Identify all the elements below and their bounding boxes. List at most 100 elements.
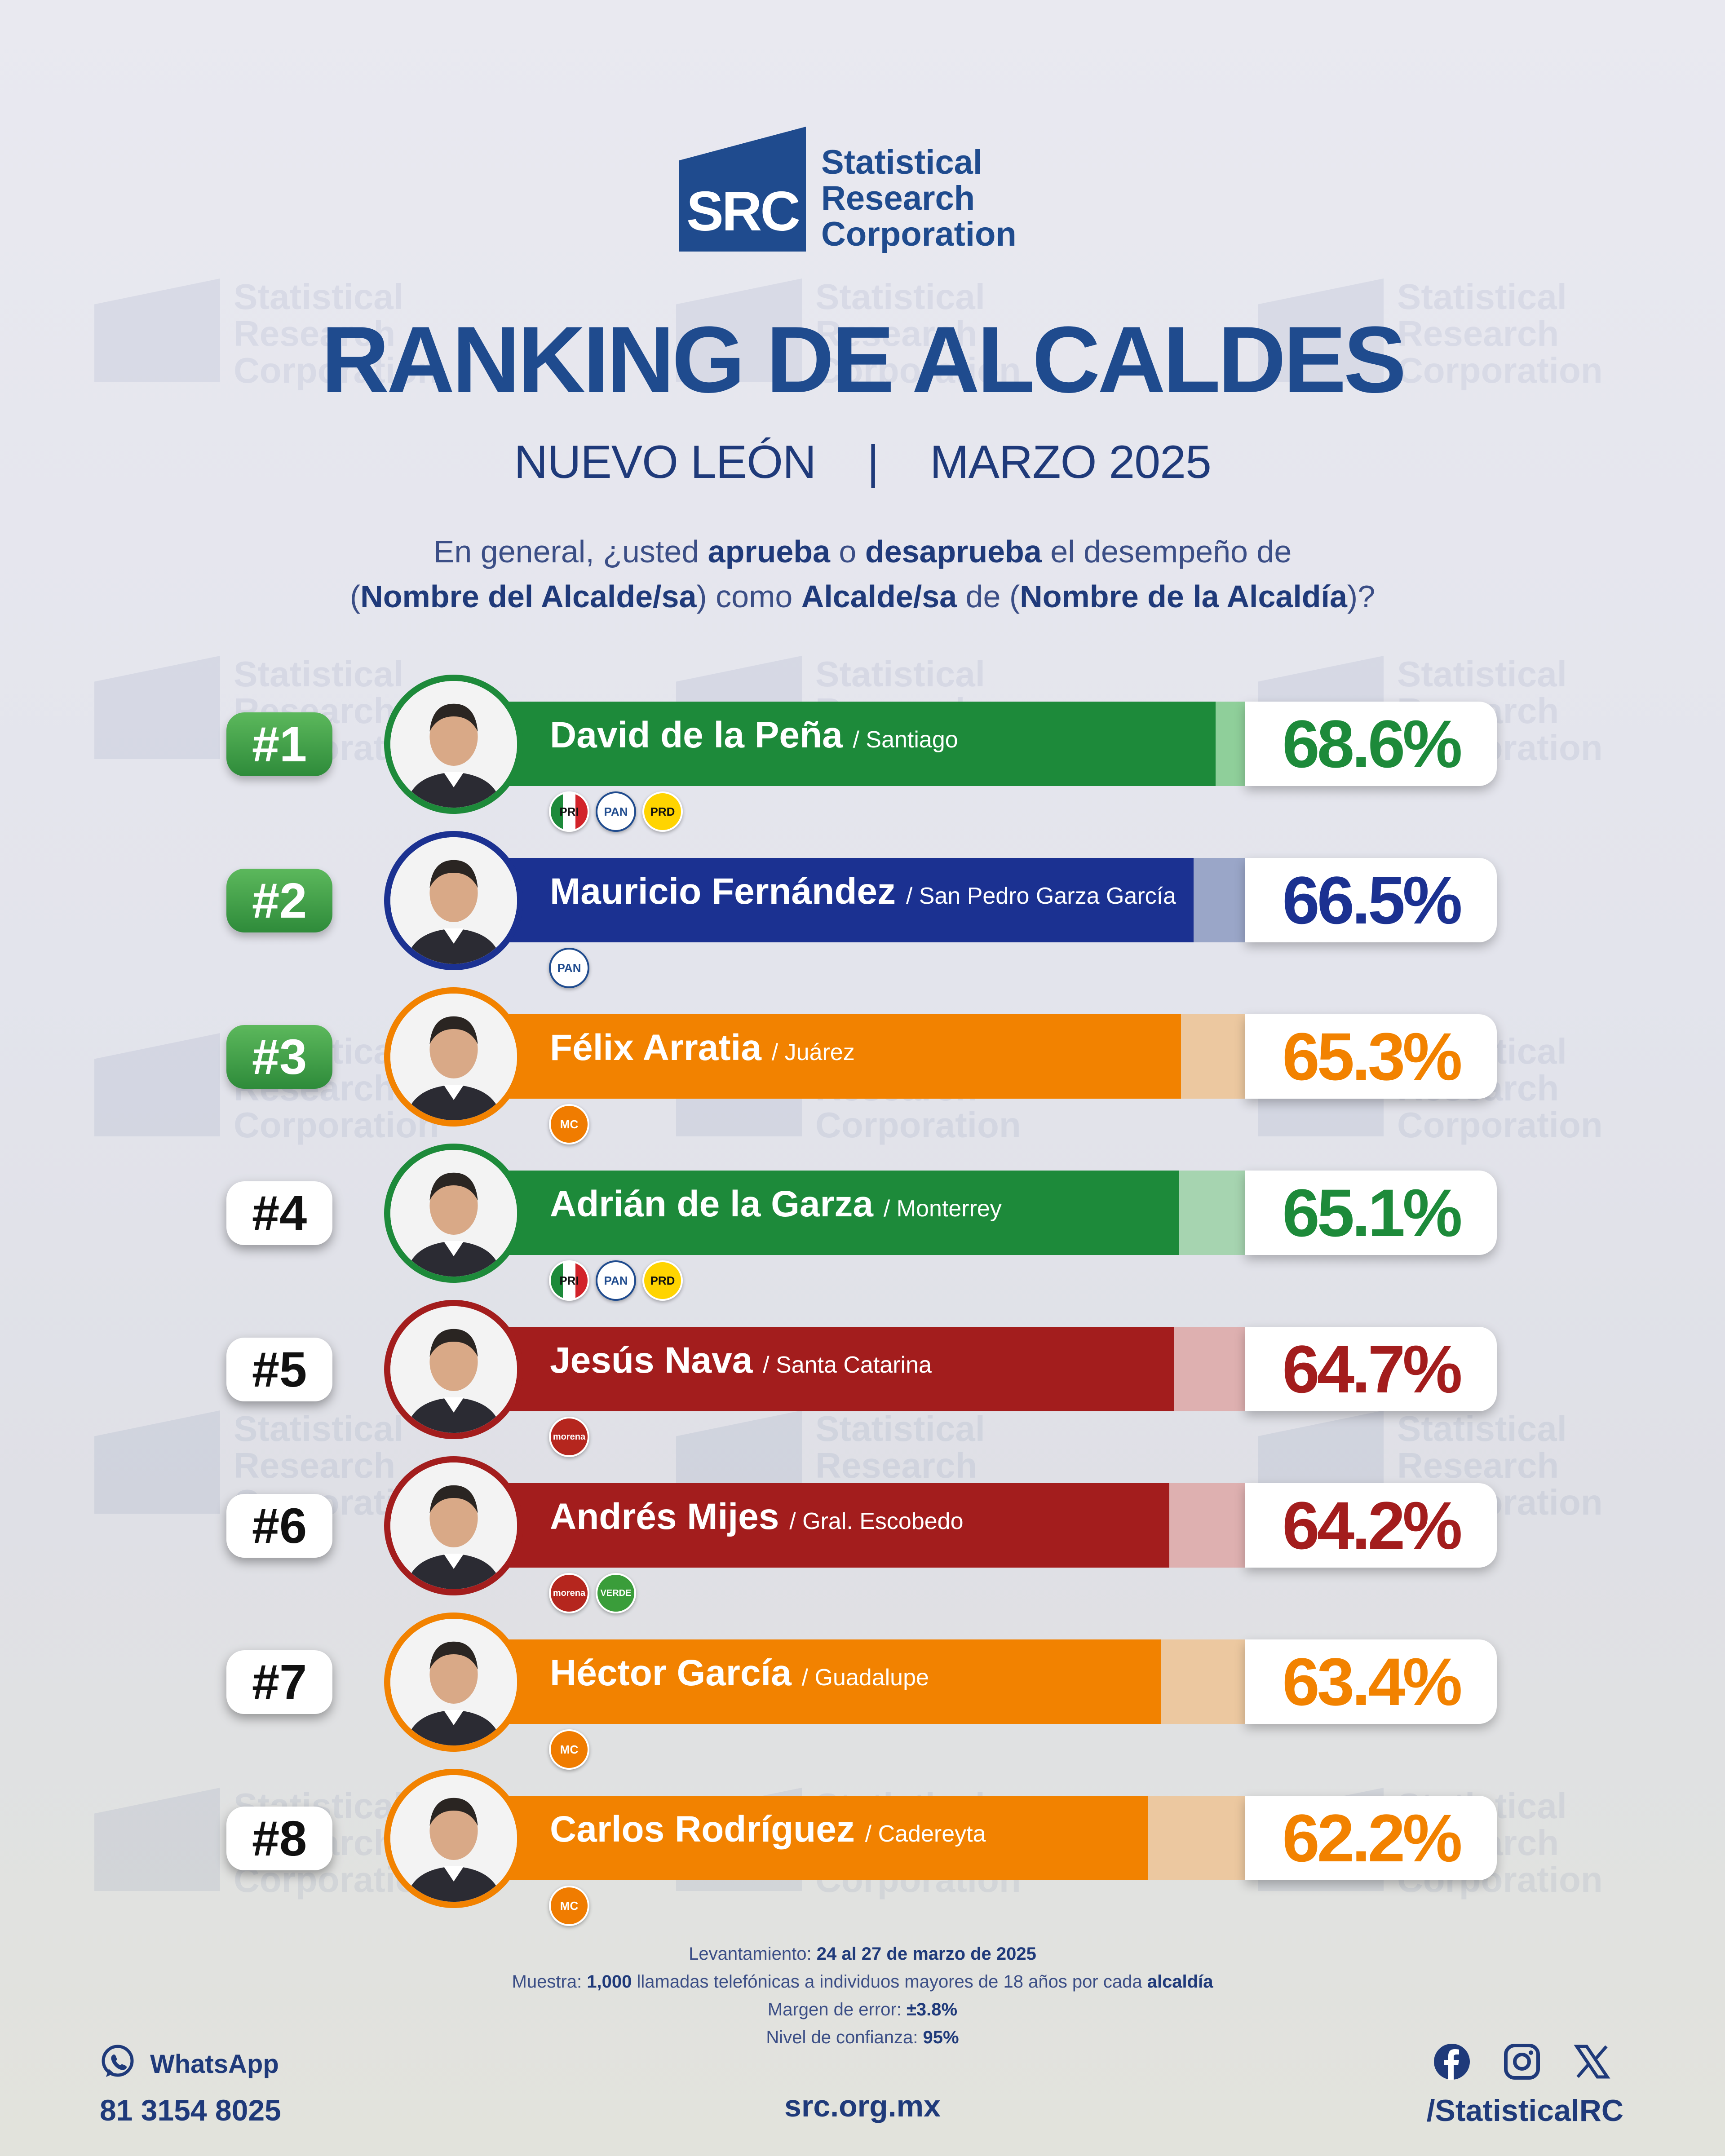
brand-name-line: Research (821, 179, 975, 217)
party-logo-mc: MC (549, 1104, 589, 1144)
question-emphasis: desaprueba (865, 534, 1042, 569)
avatar (384, 1300, 523, 1439)
instagram-icon[interactable] (1503, 2043, 1541, 2081)
municipality: / Guadalupe (801, 1665, 929, 1691)
ranking-row: #1 68.6% David de la Peña / Santiago PRI PAN… (0, 669, 1725, 832)
website-link[interactable]: src.org.mx (784, 2089, 941, 2123)
question-emphasis: Alcalde/sa (801, 579, 957, 614)
value-label: 66.5% (1282, 862, 1462, 938)
avatar (384, 1456, 523, 1595)
facebook-icon[interactable] (1433, 2043, 1471, 2081)
methodology-value: 1,000 (587, 1972, 632, 1992)
municipality: / Santa Catarina (763, 1352, 932, 1378)
person-icon (390, 1306, 517, 1433)
social-handle[interactable]: /StatisticalRC (1426, 2094, 1623, 2128)
bar-track (494, 702, 1245, 786)
methodology-value: alcaldía (1147, 1972, 1213, 1992)
person-icon (390, 994, 517, 1120)
methodology-fieldwork: Levantamiento: 24 al 27 de marzo de 2025 (0, 1944, 1725, 1964)
avatar (384, 1144, 523, 1283)
bar-fill (494, 858, 1194, 942)
value-label: 65.3% (1282, 1018, 1462, 1094)
x-icon[interactable] (1573, 2043, 1611, 2081)
bar-fill (494, 1483, 1169, 1568)
social-icons (1433, 2043, 1611, 2081)
candidate-name: Adrián de la Garza / Monterrey (550, 1183, 1002, 1225)
value-label: 65.1% (1282, 1175, 1462, 1250)
avatar (384, 831, 523, 970)
avatar (384, 1769, 523, 1908)
party-logo-pan: PAN (596, 1260, 636, 1301)
avatar (384, 1613, 523, 1752)
party-logos: PAN (549, 948, 589, 988)
page-title: RANKING DE ALCALDES (321, 307, 1407, 412)
value-box: 63.4% (1245, 1639, 1497, 1724)
brand-logo: SRC Statistical Research Corporation (679, 127, 1057, 257)
value-box: 65.3% (1245, 1014, 1497, 1099)
rank-badge: #1 (226, 712, 332, 776)
ranking-row: #4 65.1% Adrián de la Garza / Monterrey PRI… (0, 1138, 1725, 1301)
methodology-error: Margen de error: ±3.8% (0, 2000, 1725, 2020)
rank-badge: #4 (226, 1181, 332, 1245)
municipality: / Santiago (853, 727, 958, 753)
question-emphasis: aprueba (708, 534, 830, 569)
candidate-name: Andrés Mijes / Gral. Escobedo (550, 1496, 964, 1538)
subtitle-separator: | (867, 436, 879, 488)
bar-fill (494, 1639, 1161, 1724)
candidate-name-text: David de la Peña (550, 715, 843, 755)
bar-fill (494, 1014, 1181, 1099)
person-icon (390, 837, 517, 964)
bar-fill (494, 1327, 1174, 1411)
party-logo-mc: MC (549, 1886, 589, 1926)
municipality: / Juárez (771, 1039, 855, 1065)
party-logo-verde: VERDE (596, 1573, 636, 1613)
whatsapp-label: WhatsApp (150, 2050, 279, 2079)
brand-abbr: SRC (686, 181, 801, 243)
party-logos: morena VERDE (549, 1573, 636, 1613)
question-text: o (830, 534, 865, 569)
question-text: ) como (696, 579, 801, 614)
value-label: 68.6% (1282, 706, 1462, 782)
party-logo-morena: morena (549, 1417, 589, 1457)
party-logo-pri: PRI (549, 1260, 589, 1301)
bar-fill (494, 1171, 1179, 1255)
value-label: 62.2% (1282, 1800, 1462, 1876)
municipality: / Cadereyta (865, 1821, 986, 1847)
methodology-text: llamadas telefónicas a individuos mayore… (632, 1972, 1147, 1992)
ranking-row: #6 64.2% Andrés Mijes / Gral. Escobedo more… (0, 1451, 1725, 1613)
methodology-label: Levantamiento: (689, 1944, 817, 1964)
candidate-name: Carlos Rodríguez / Cadereyta (550, 1808, 986, 1851)
bar-track (494, 858, 1245, 942)
avatar (384, 675, 523, 814)
ranking-row: #2 66.5% Mauricio Fernández / San Pedro Ga… (0, 826, 1725, 988)
question-emphasis: Nombre del Alcalde/sa (360, 579, 697, 614)
party-logo-prd: PRD (642, 791, 683, 832)
methodology-value: 24 al 27 de marzo de 2025 (816, 1944, 1036, 1964)
municipality: / Gral. Escobedo (789, 1508, 964, 1534)
rank-badge: #8 (226, 1807, 332, 1870)
candidate-name-text: Héctor García (550, 1652, 792, 1693)
value-label: 64.7% (1282, 1331, 1462, 1407)
whatsapp-icon (102, 2045, 134, 2077)
brand-name-line: Corporation (821, 215, 1017, 253)
methodology-value: ±3.8% (906, 2000, 958, 2019)
candidate-name-text: Adrián de la Garza (550, 1184, 874, 1224)
person-icon (390, 1150, 517, 1277)
municipality: / San Pedro Garza García (906, 883, 1177, 909)
bar-fill (494, 702, 1216, 786)
methodology-label: Margen de error: (767, 2000, 907, 2019)
methodology-label: Muestra: (512, 1972, 587, 1992)
municipality: / Monterrey (883, 1196, 1002, 1222)
candidate-name-text: Jesús Nava (550, 1340, 753, 1381)
question-text: En general, ¿usted (433, 534, 708, 569)
candidate-name: David de la Peña / Santiago (550, 714, 958, 756)
subtitle-state: NUEVO LEÓN (514, 436, 816, 488)
whatsapp-number[interactable]: 81 3154 8025 (100, 2094, 281, 2127)
candidate-name-text: Mauricio Fernández (550, 871, 896, 912)
party-logo-pan: PAN (596, 791, 636, 832)
party-logos: MC (549, 1104, 589, 1144)
page-subtitle: NUEVO LEÓN | MARZO 2025 (0, 436, 1725, 489)
candidate-name: Héctor García / Guadalupe (550, 1652, 929, 1694)
